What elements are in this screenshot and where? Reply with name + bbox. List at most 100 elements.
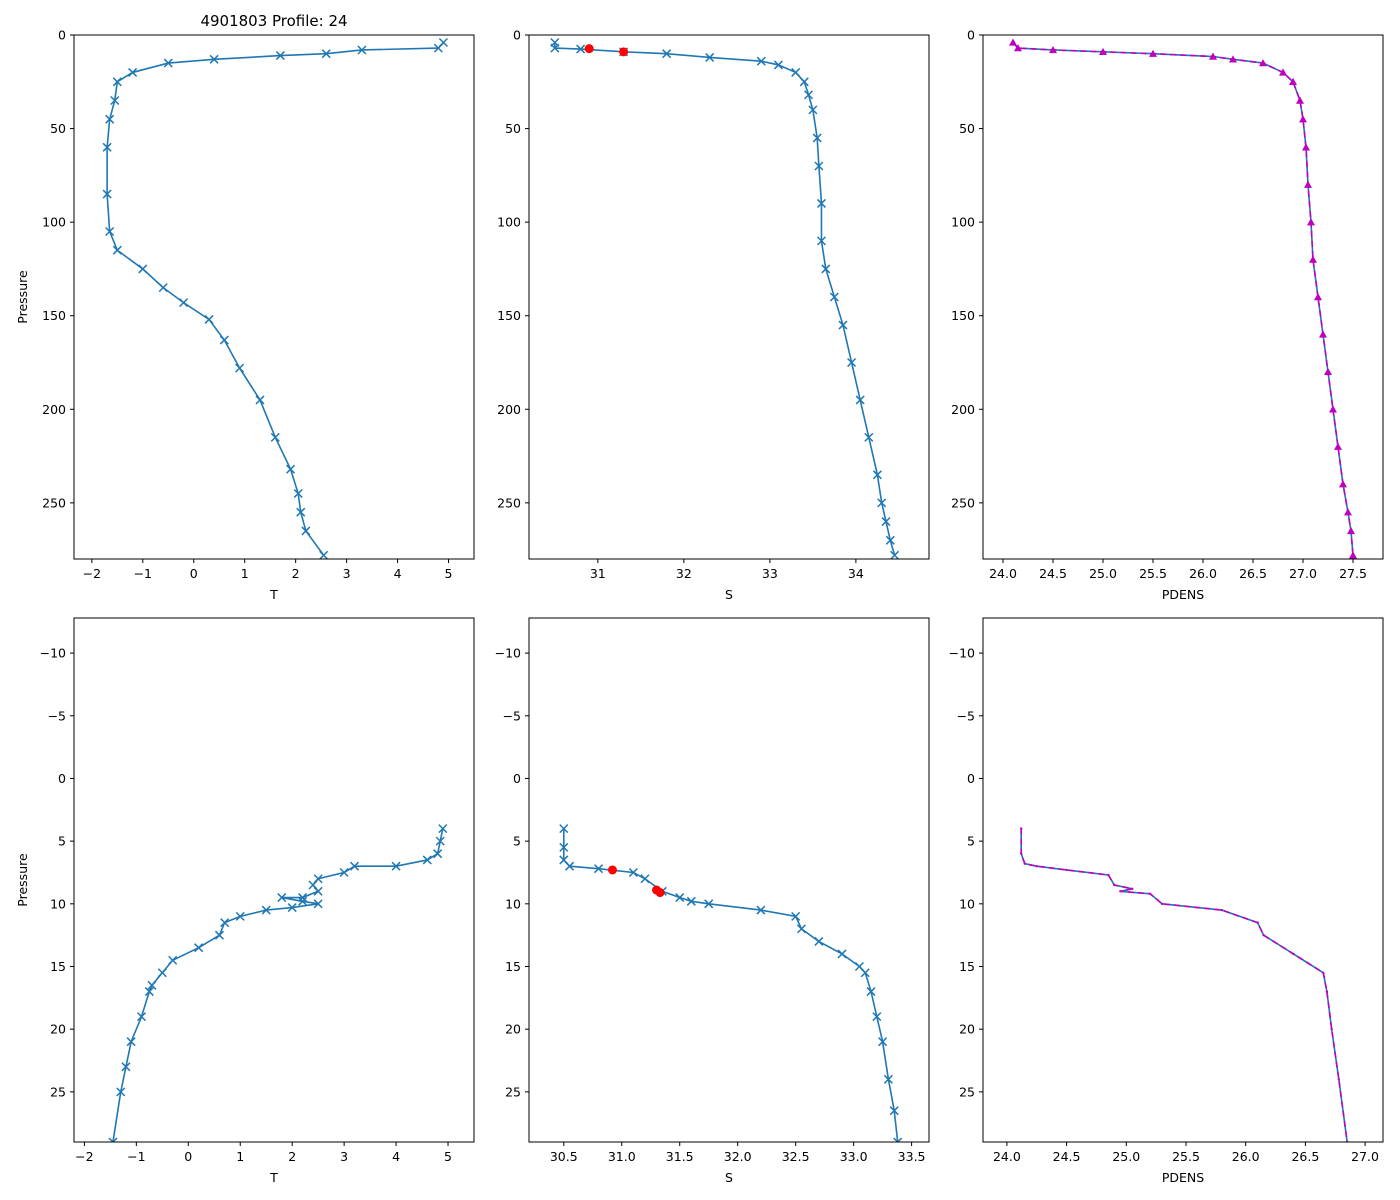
data-point — [1296, 96, 1304, 104]
data-point — [105, 226, 115, 237]
data-point — [1330, 1027, 1333, 1031]
y-tick-label: 100 — [497, 215, 521, 230]
data-point — [594, 864, 604, 874]
data-point — [321, 49, 331, 59]
data-point — [1065, 868, 1068, 872]
data-point — [796, 924, 806, 934]
x-axis-label: S — [725, 1170, 733, 1185]
x-tick-label: 26.0 — [1189, 566, 1217, 581]
data-point — [864, 432, 874, 442]
y-tick-label: 0 — [513, 771, 521, 786]
data-point — [179, 298, 189, 308]
data-point — [313, 874, 323, 884]
panel-3: 24.0 24.5 25.0 25.5 26.0 26.5 27.0 27.5 0 50 100 15… — [951, 28, 1384, 602]
x-tick-label: 31.0 — [608, 1149, 636, 1164]
data-point — [1256, 921, 1259, 924]
y-tick-label: 20 — [50, 1022, 66, 1037]
data-point — [855, 395, 865, 405]
data-point — [1035, 865, 1038, 868]
x-tick-label: −1 — [127, 1149, 145, 1164]
data-point — [235, 911, 245, 921]
data-point — [287, 903, 297, 913]
data-point — [1020, 827, 1023, 830]
data-point — [565, 861, 575, 871]
y-tick-label: 200 — [497, 402, 521, 417]
data-point — [433, 43, 443, 53]
data-point — [293, 488, 303, 499]
data-point — [339, 867, 349, 878]
y-tick-label: 25 — [505, 1084, 521, 1099]
data-point — [286, 464, 296, 474]
x-tick-label: 0 — [184, 1149, 192, 1164]
data-point — [422, 855, 432, 865]
data-point — [791, 911, 801, 921]
data-point — [640, 874, 650, 884]
data-point — [773, 60, 783, 70]
data-point — [204, 314, 214, 324]
axes-frame — [982, 34, 1384, 560]
data-point — [866, 987, 876, 997]
panel-2: 31 32 33 34 0 50 100 150 200 250 S — [497, 28, 930, 602]
data-point — [872, 1012, 882, 1022]
data-point — [138, 264, 148, 274]
data-point — [889, 1106, 899, 1116]
data-point — [235, 363, 245, 373]
y-tick-label: 0 — [513, 28, 521, 43]
data-point — [1299, 115, 1307, 123]
x-axis-label: PDENS — [1162, 1170, 1204, 1185]
data-point — [220, 918, 230, 928]
axes-frame — [73, 34, 475, 560]
data-point — [885, 535, 895, 545]
flagged-point — [584, 44, 594, 54]
y-tick-label: 15 — [959, 959, 975, 974]
data-point — [550, 43, 560, 53]
x-tick-label: 31.5 — [666, 1149, 694, 1164]
y-tick-label: 50 — [959, 121, 975, 136]
data-point — [270, 432, 280, 442]
data-point — [1259, 59, 1267, 67]
x-tick-label: 24.5 — [1039, 566, 1067, 581]
data-point — [1339, 480, 1347, 488]
data-point — [313, 899, 323, 909]
data-point — [1220, 908, 1224, 912]
panel-6: 24.0 24.5 25.0 25.5 26.0 26.5 27.0 −10 −5 0 5 10 15 2… — [949, 617, 1384, 1185]
data-point — [1319, 330, 1327, 338]
series-line — [112, 828, 444, 1142]
data-point — [209, 54, 219, 64]
data-point — [435, 836, 445, 846]
x-tick-label: 26.5 — [1291, 1149, 1319, 1164]
data-point — [158, 283, 168, 293]
y-tick-label: 20 — [959, 1022, 975, 1037]
y-tick-label: −10 — [40, 646, 66, 661]
plot-area — [559, 824, 903, 1142]
data-point — [128, 67, 138, 77]
y-tick-label: 0 — [967, 771, 975, 786]
data-point — [214, 930, 224, 940]
y-axis-label: Pressure — [15, 853, 30, 907]
data-point — [1304, 180, 1312, 188]
x-tick-label: 31 — [590, 566, 606, 581]
y-tick-label: 250 — [42, 495, 66, 510]
data-point — [808, 105, 818, 115]
plot-area — [550, 37, 900, 559]
panel-5: 30.5 31.0 31.5 32.0 32.5 33.0 33.5 −10 −5 0 5 10 15 2… — [495, 617, 930, 1185]
y-tick-label: 5 — [513, 834, 521, 849]
data-point — [102, 142, 112, 152]
data-point — [662, 49, 672, 59]
data-point — [1302, 143, 1310, 151]
plot-area — [1020, 827, 1349, 1142]
plot-area — [102, 37, 448, 559]
data-point — [391, 861, 401, 871]
data-point — [1289, 77, 1297, 85]
data-point — [1009, 38, 1017, 46]
data-point — [837, 949, 847, 959]
y-tick-label: 0 — [58, 28, 66, 43]
x-tick-label: 25.0 — [1089, 566, 1117, 581]
data-point — [1307, 218, 1315, 226]
x-tick-label: 4 — [392, 1149, 400, 1164]
y-tick-label: 150 — [42, 308, 66, 323]
x-axis-label: T — [269, 587, 278, 602]
data-point — [105, 114, 115, 124]
y-tick-label: 15 — [505, 959, 521, 974]
data-point — [872, 470, 882, 480]
